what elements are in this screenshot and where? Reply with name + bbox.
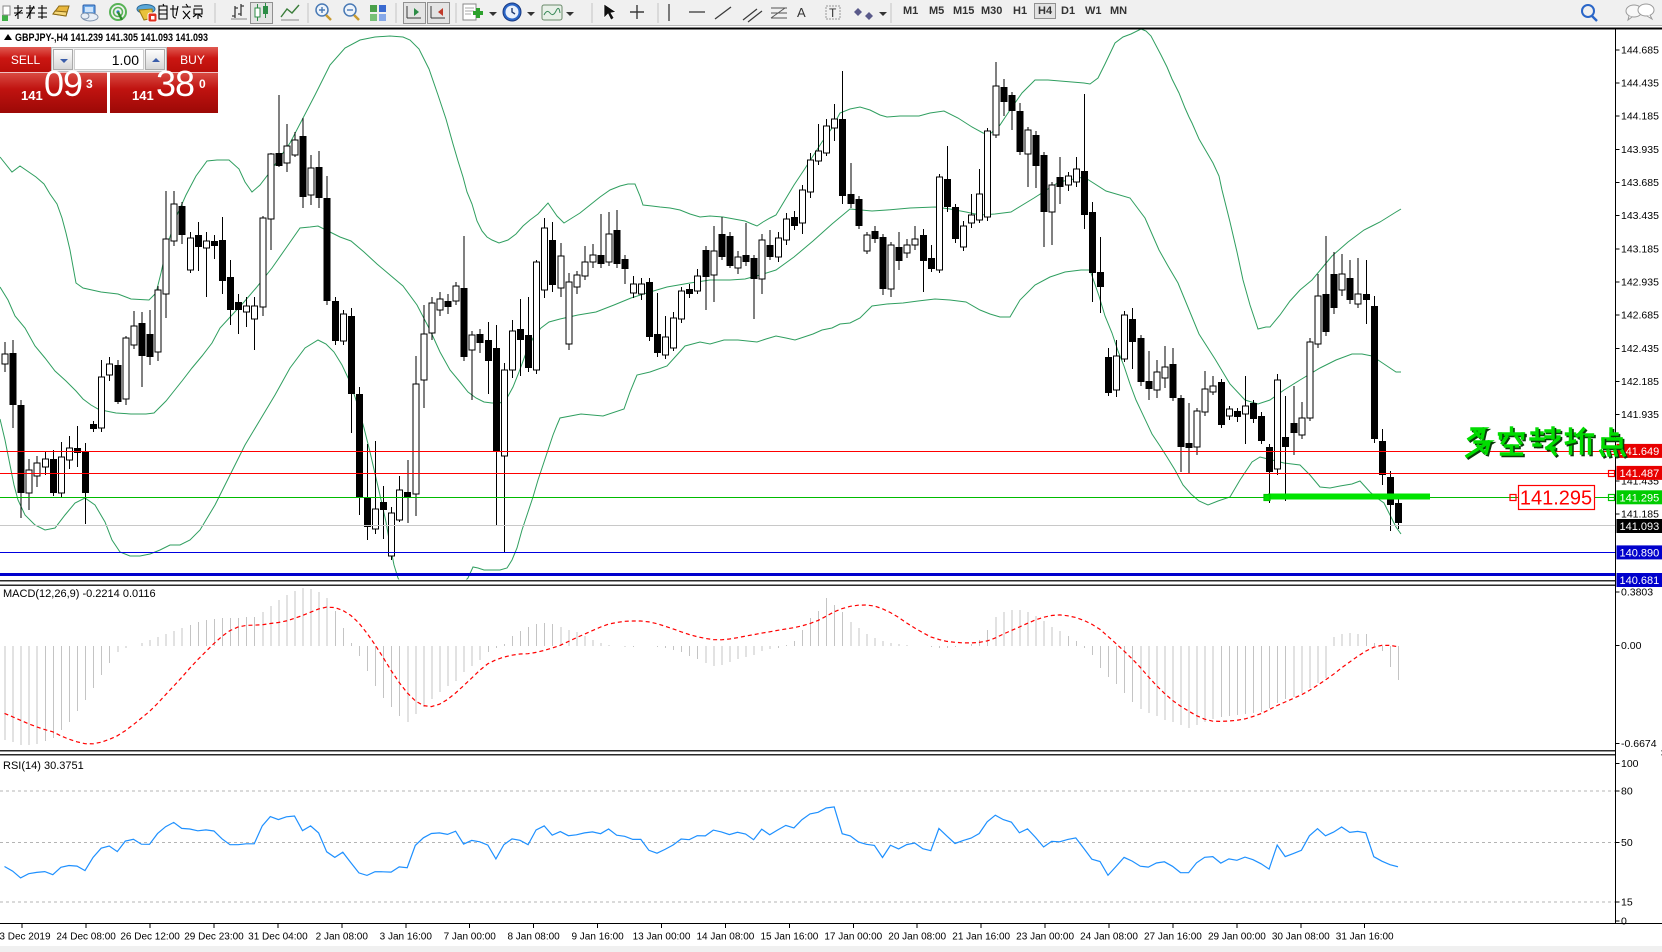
svg-text:7 Jan 00:00: 7 Jan 00:00 bbox=[444, 932, 497, 943]
svg-text:23 Dec 2019: 23 Dec 2019 bbox=[0, 932, 51, 943]
svg-text:-0.6674: -0.6674 bbox=[1621, 738, 1657, 750]
svg-text:21 Jan 16:00: 21 Jan 16:00 bbox=[952, 932, 1010, 943]
svg-text:144.685: 144.685 bbox=[1621, 44, 1659, 56]
svg-text:141.093: 141.093 bbox=[1620, 521, 1660, 533]
svg-text:80: 80 bbox=[1621, 786, 1633, 798]
svg-text:141.487: 141.487 bbox=[1620, 468, 1660, 480]
svg-text:29 Jan 00:00: 29 Jan 00:00 bbox=[1208, 932, 1266, 943]
svg-text:141.185: 141.185 bbox=[1621, 509, 1659, 521]
svg-text:30 Jan 08:00: 30 Jan 08:00 bbox=[1272, 932, 1330, 943]
svg-text:2 Jan 08:00: 2 Jan 08:00 bbox=[316, 932, 369, 943]
svg-text:31 Dec 04:00: 31 Dec 04:00 bbox=[248, 932, 308, 943]
svg-text:143.435: 143.435 bbox=[1621, 210, 1659, 222]
svg-text:15: 15 bbox=[1621, 897, 1633, 909]
svg-text:143.935: 143.935 bbox=[1621, 144, 1659, 156]
svg-text:GBPJPY-,H4 141.239 141.305 14: GBPJPY-,H4 141.239 141.305 141.093 141.0… bbox=[15, 32, 208, 44]
svg-text:144.435: 144.435 bbox=[1621, 78, 1659, 90]
svg-text:141.295: 141.295 bbox=[1620, 492, 1660, 504]
svg-text:0.3803: 0.3803 bbox=[1621, 587, 1653, 599]
svg-text:142.935: 142.935 bbox=[1621, 277, 1659, 289]
svg-text:100: 100 bbox=[1621, 758, 1639, 770]
svg-text:23 Jan 00:00: 23 Jan 00:00 bbox=[1016, 932, 1074, 943]
svg-text:143.185: 143.185 bbox=[1621, 243, 1659, 255]
svg-text:29 Dec 23:00: 29 Dec 23:00 bbox=[184, 932, 244, 943]
svg-text:9 Jan 16:00: 9 Jan 16:00 bbox=[571, 932, 624, 943]
svg-text:141.649: 141.649 bbox=[1620, 446, 1660, 458]
svg-text:31 Jan 16:00: 31 Jan 16:00 bbox=[1336, 932, 1394, 943]
svg-text:24 Jan 08:00: 24 Jan 08:00 bbox=[1080, 932, 1138, 943]
svg-text:T: T bbox=[829, 6, 837, 20]
svg-text:3 Jan 16:00: 3 Jan 16:00 bbox=[380, 932, 433, 943]
svg-text:142.685: 142.685 bbox=[1621, 310, 1659, 322]
svg-text:24 Dec 08:00: 24 Dec 08:00 bbox=[56, 932, 116, 943]
svg-text:A: A bbox=[797, 5, 806, 20]
svg-text:14 Jan 08:00: 14 Jan 08:00 bbox=[696, 932, 754, 943]
svg-text:144.185: 144.185 bbox=[1621, 111, 1659, 123]
svg-text:27 Jan 16:00: 27 Jan 16:00 bbox=[1144, 932, 1202, 943]
svg-text:143.685: 143.685 bbox=[1621, 177, 1659, 189]
svg-text:MACD(12,26,9) -0.2214 0.0116: MACD(12,26,9) -0.2214 0.0116 bbox=[3, 588, 156, 600]
svg-text:50: 50 bbox=[1621, 837, 1633, 849]
svg-text:142.185: 142.185 bbox=[1621, 376, 1659, 388]
svg-text:0: 0 bbox=[1621, 916, 1627, 928]
svg-text:140.890: 140.890 bbox=[1620, 547, 1660, 559]
svg-text:142.435: 142.435 bbox=[1621, 343, 1659, 355]
svg-text:0.00: 0.00 bbox=[1621, 640, 1642, 652]
svg-text:20 Jan 08:00: 20 Jan 08:00 bbox=[888, 932, 946, 943]
svg-text:141.935: 141.935 bbox=[1621, 409, 1659, 421]
svg-text:140.681: 140.681 bbox=[1620, 575, 1660, 587]
svg-text:8 Jan 08:00: 8 Jan 08:00 bbox=[507, 932, 560, 943]
svg-text:13 Jan 00:00: 13 Jan 00:00 bbox=[633, 932, 691, 943]
svg-text:26 Dec 12:00: 26 Dec 12:00 bbox=[120, 932, 180, 943]
svg-text:17 Jan 00:00: 17 Jan 00:00 bbox=[824, 932, 882, 943]
svg-text:141.295: 141.295 bbox=[1520, 488, 1592, 510]
svg-text:15 Jan 16:00: 15 Jan 16:00 bbox=[760, 932, 818, 943]
svg-text:RSI(14) 30.3751: RSI(14) 30.3751 bbox=[3, 760, 84, 772]
